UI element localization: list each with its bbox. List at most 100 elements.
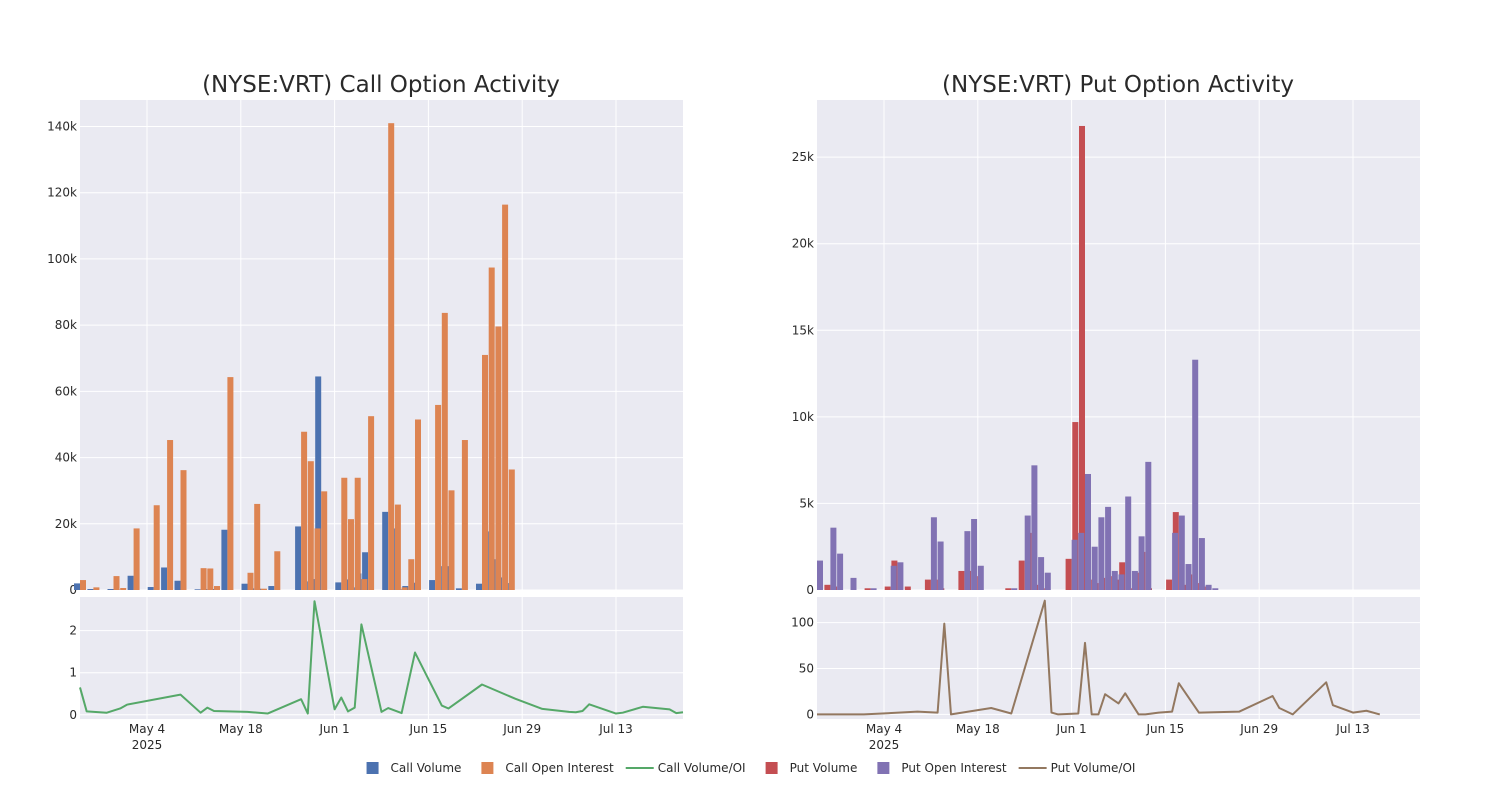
put-open-interest-bar bbox=[937, 541, 944, 590]
call-open-interest-legend-label: Call Open Interest bbox=[505, 761, 614, 775]
put-open-interest-bar bbox=[1118, 574, 1125, 590]
put-open-interest-bar bbox=[817, 560, 823, 590]
put-ratio-y-tick-label: 0 bbox=[806, 707, 814, 721]
put-open-interest-bar bbox=[964, 531, 971, 590]
call-open-interest-bar bbox=[435, 404, 442, 590]
put-x-tick-year-label: 2025 bbox=[869, 738, 900, 752]
call-y-tick-label: 60k bbox=[55, 384, 77, 398]
call-y-tick-label: 0 bbox=[69, 583, 77, 597]
put-bar-plot-area bbox=[817, 100, 1420, 590]
call-open-interest-bar bbox=[388, 123, 395, 591]
call-open-interest-bar bbox=[254, 503, 261, 590]
put-open-interest-bar bbox=[1178, 515, 1185, 590]
call-volume-oi-line bbox=[79, 600, 684, 715]
put-open-interest-bar bbox=[1212, 588, 1219, 590]
call-open-interest-bar bbox=[495, 326, 502, 590]
call-open-interest-bar bbox=[80, 580, 86, 590]
call-ratio-y-tick-label: 2 bbox=[69, 624, 77, 638]
call-ratio-plot-area bbox=[80, 597, 683, 719]
put-x-tick-label: May 18 bbox=[956, 722, 1000, 736]
put-open-interest-bar bbox=[1044, 572, 1051, 590]
put-open-interest-legend-label: Put Open Interest bbox=[901, 761, 1007, 775]
call-volume-legend-swatch bbox=[366, 762, 379, 774]
put-y-tick-label: 5k bbox=[799, 496, 814, 510]
call-open-interest-bar bbox=[214, 586, 220, 590]
call-volume-bar bbox=[315, 376, 322, 590]
call-volume-legend-label: Call Volume bbox=[391, 761, 462, 775]
call-open-interest-legend-swatch bbox=[481, 762, 494, 774]
call-y-tick-label: 120k bbox=[47, 186, 77, 200]
call-open-interest-bar bbox=[314, 528, 321, 590]
call-open-interest-bar bbox=[368, 416, 375, 590]
put-open-interest-bar bbox=[830, 527, 837, 590]
put-volume-bar bbox=[1005, 588, 1012, 590]
call-open-interest-bar bbox=[307, 461, 314, 590]
put-open-interest-bar bbox=[1131, 570, 1138, 590]
put-open-interest-bar bbox=[1125, 496, 1132, 590]
put-y-tick-label: 10k bbox=[792, 410, 814, 424]
call-volume-bar bbox=[429, 580, 436, 590]
put-volume-bar bbox=[904, 586, 911, 590]
call-open-interest-bar bbox=[394, 504, 401, 590]
put-x-tick-label: Jul 13 bbox=[1335, 722, 1370, 736]
call-open-interest-bar bbox=[93, 587, 100, 590]
call-open-interest-bar bbox=[321, 491, 328, 590]
call-x-tick-label: May 18 bbox=[219, 722, 263, 736]
call-volume-bar bbox=[107, 589, 114, 590]
call-open-interest-bar bbox=[120, 588, 127, 590]
call-volume-bar bbox=[127, 575, 134, 590]
put-y-tick-label: 15k bbox=[792, 323, 814, 337]
call-chart-title: (NYSE:VRT) Call Option Activity bbox=[202, 72, 560, 98]
chart-legend: Call Volume Call Open Interest Call Volume… bbox=[366, 761, 1135, 775]
call-y-tick-label: 80k bbox=[55, 318, 77, 332]
put-open-interest-bar bbox=[1111, 570, 1118, 590]
call-volume-bar bbox=[362, 552, 369, 590]
put-volume-bar bbox=[1072, 422, 1079, 590]
call-open-interest-bar bbox=[200, 568, 207, 590]
put-open-interest-bar bbox=[930, 517, 937, 590]
put-y-tick-label: 25k bbox=[792, 150, 814, 164]
put-open-interest-bar bbox=[850, 577, 857, 590]
put-volume-bar bbox=[958, 570, 965, 590]
put-y-tick-label: 0 bbox=[806, 583, 814, 597]
put-open-interest-bar bbox=[1038, 557, 1045, 590]
call-ratio-y-tick-label: 1 bbox=[69, 666, 77, 680]
call-volume-bar bbox=[174, 580, 181, 590]
put-volume-bar bbox=[1166, 579, 1173, 590]
call-volume-bar bbox=[335, 582, 342, 590]
call-x-tick-year-label: 2025 bbox=[132, 738, 163, 752]
call-open-interest-bar bbox=[247, 572, 254, 590]
call-open-interest-bar bbox=[180, 470, 187, 590]
call-volume-bar bbox=[147, 587, 154, 590]
put-volume-bar bbox=[924, 579, 931, 590]
call-open-interest-bar bbox=[502, 204, 509, 590]
call-open-interest-bar bbox=[415, 419, 421, 590]
put-volume-oi-line bbox=[817, 599, 1381, 716]
put-chart-title: (NYSE:VRT) Put Option Activity bbox=[942, 72, 1294, 98]
put-x-tick-label: Jun 15 bbox=[1145, 722, 1184, 736]
put-open-interest-bar bbox=[1024, 515, 1031, 590]
put-open-interest-bar bbox=[1205, 584, 1212, 590]
put-open-interest-bar bbox=[1071, 539, 1078, 590]
put-open-interest-bar bbox=[837, 553, 844, 590]
call-open-interest-bar bbox=[441, 312, 448, 590]
call-open-interest-bar bbox=[301, 431, 308, 590]
call-volume-oi-legend-label: Call Volume/OI bbox=[658, 761, 746, 775]
put-open-interest-bar bbox=[1105, 506, 1112, 590]
call-open-interest-bar bbox=[167, 440, 174, 590]
call-open-interest-bar bbox=[348, 519, 354, 590]
put-ratio-plot-area bbox=[817, 597, 1420, 719]
call-open-interest-bar bbox=[408, 559, 415, 590]
put-open-interest-bar bbox=[1145, 461, 1152, 590]
call-volume-bar bbox=[241, 583, 248, 590]
put-open-interest-bar bbox=[971, 519, 978, 590]
put-open-interest-bar bbox=[1011, 588, 1018, 590]
call-open-interest-bar bbox=[133, 528, 140, 590]
put-open-interest-bar bbox=[977, 565, 984, 590]
call-open-interest-bar bbox=[113, 576, 120, 590]
call-x-tick-label: Jun 29 bbox=[502, 722, 541, 736]
call-volume-bar bbox=[455, 588, 462, 590]
call-volume-bar bbox=[221, 529, 228, 590]
put-open-interest-bar bbox=[1192, 359, 1199, 590]
